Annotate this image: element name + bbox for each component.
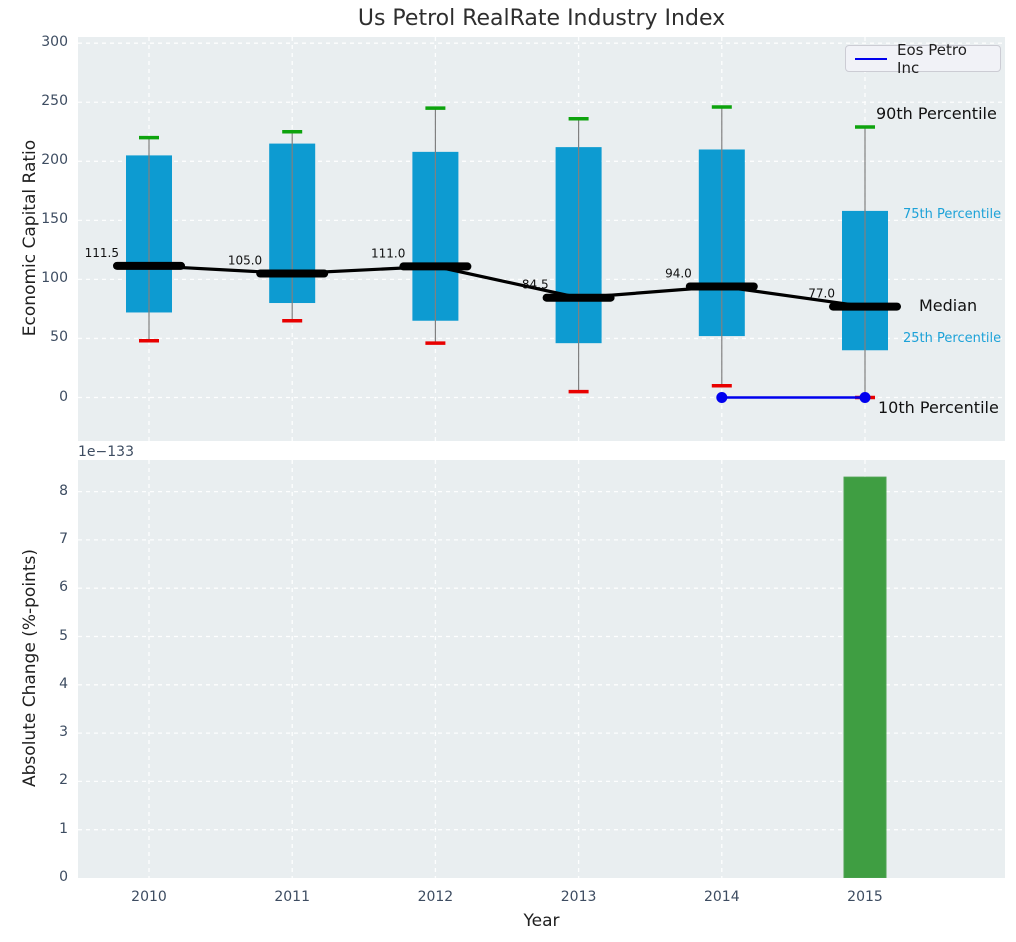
top-ytick-50: 50 [50, 329, 68, 346]
annotation-median: Median [919, 296, 978, 315]
top-ytick-0: 0 [59, 388, 68, 405]
bottom-ytick-7: 7 [59, 530, 68, 547]
bottom-ytick-0: 0 [59, 869, 68, 885]
bottom-ytick-1: 1 [59, 820, 68, 837]
top-axes: 111.5 105.0 111.0 84.5 94.0 77.0 [78, 37, 1005, 441]
top-ytick-100: 100 [41, 270, 68, 287]
annotation-25th-percentile: 25th Percentile [903, 331, 1002, 346]
chart-title: Us Petrol RealRate Industry Index [357, 6, 726, 31]
xtick-2015: 2015 [847, 889, 883, 905]
x-axis-label: Year [523, 911, 560, 931]
annotation-75th-percentile: 75th Percentile [903, 207, 1002, 222]
median-value-label: 77.0 [808, 287, 835, 301]
top-ytick-200: 200 [41, 152, 68, 169]
bottom-ytick-6: 6 [59, 579, 68, 596]
top-ytick-150: 150 [41, 211, 68, 228]
legend: Eos Petro Inc [845, 41, 1001, 77]
xtick-2012: 2012 [417, 889, 454, 905]
bottom-chart-canvas [78, 460, 1005, 878]
top-ytick-300: 300 [41, 34, 68, 51]
change-bar-2015 [843, 476, 887, 878]
xtick-2011: 2011 [274, 889, 310, 905]
xtick-2013: 2013 [560, 889, 597, 905]
eos-petro-marker [859, 392, 871, 403]
xtick-2010: 2010 [131, 889, 167, 905]
bottom-ytick-4: 4 [59, 675, 68, 692]
bottom-ytick-3: 3 [59, 724, 68, 741]
bottom-ytick-8: 8 [59, 482, 68, 499]
annotation-10th-percentile: 10th Percentile [878, 398, 999, 417]
median-value-label: 94.0 [665, 266, 692, 280]
bottom-axis-offset-text: 1e−133 [78, 444, 134, 460]
bottom-axes [78, 460, 1005, 878]
top-ytick-250: 250 [41, 93, 68, 110]
xtick-2014: 2014 [703, 889, 740, 905]
eos-petro-marker [716, 392, 728, 403]
median-value-label: 111.5 [85, 246, 119, 260]
bottom-ytick-5: 5 [59, 627, 68, 644]
median-value-label: 105.0 [228, 253, 262, 267]
median-value-label: 84.5 [522, 278, 549, 292]
annotation-90th-percentile: 90th Percentile [876, 104, 997, 123]
legend-label: Eos Petro Inc [897, 40, 967, 77]
top-chart-canvas: 111.5 105.0 111.0 84.5 94.0 77.0 [78, 37, 1005, 441]
bottom-ytick-2: 2 [59, 772, 68, 789]
median-value-label: 111.0 [371, 246, 405, 260]
legend-line-sample-icon [855, 57, 888, 60]
